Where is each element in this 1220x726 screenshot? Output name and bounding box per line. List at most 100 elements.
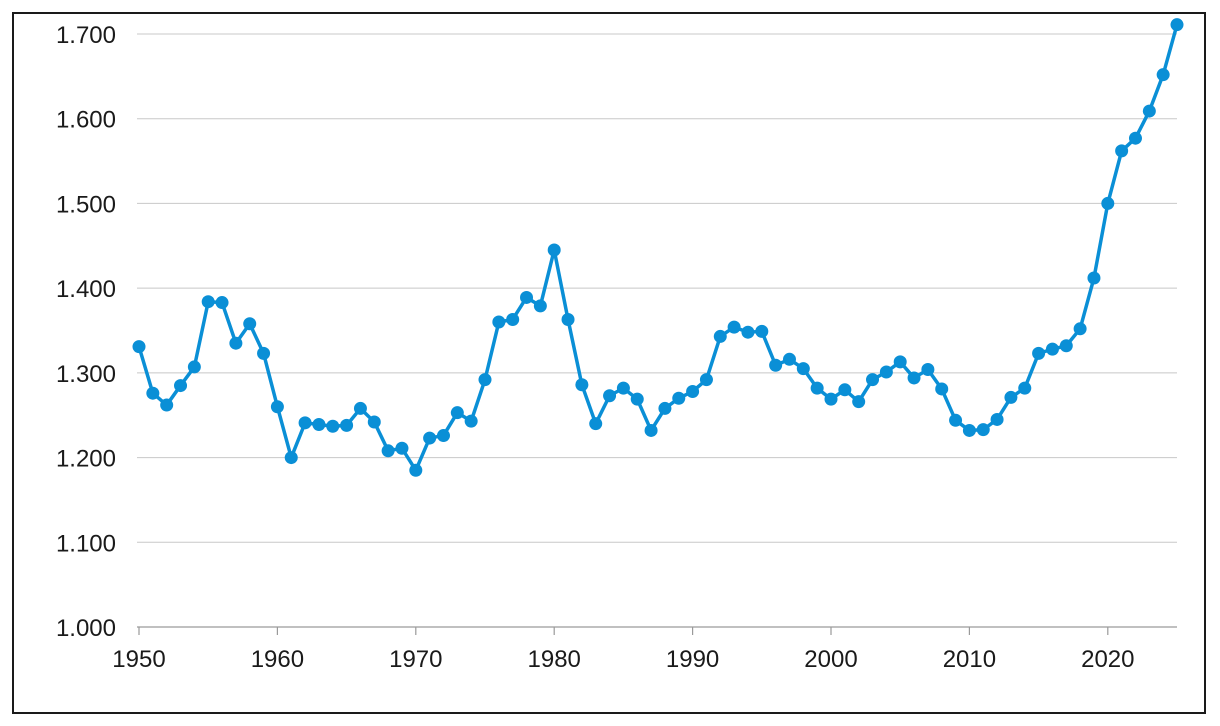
data-point-1952 [160,398,174,412]
data-point-1993 [727,320,741,334]
data-point-2013 [1004,390,1018,404]
data-point-2024 [1156,68,1170,82]
data-point-2018 [1073,322,1087,336]
data-point-1978 [520,290,534,304]
data-point-1996 [769,358,783,372]
y-tick-label: 1.200 [56,446,116,473]
y-tick-label: 1.300 [56,361,116,388]
y-tick-label: 1.600 [56,107,116,134]
data-point-1967 [367,415,381,429]
data-point-1990 [686,384,700,398]
data-point-1972 [436,429,450,443]
data-point-2004 [879,365,893,379]
data-point-1989 [672,391,686,405]
data-point-1971 [423,431,437,445]
data-point-2009 [949,413,963,427]
data-point-2012 [990,412,1004,426]
y-tick-label: 1.400 [56,276,116,303]
x-tick-labels: 1950 1960 1970 1980 1990 2000 2010 2020 [112,646,1134,673]
data-point-2007 [921,362,935,376]
data-point-1966 [353,401,367,415]
data-point-2001 [838,383,852,397]
data-point-2020 [1101,196,1115,210]
data-point-2006 [907,371,921,385]
data-point-1984 [603,389,617,403]
data-point-2023 [1142,104,1156,118]
chart-frame: 1.000 1.100 1.200 1.300 1.400 1.500 1.600 1.700… [12,12,1206,714]
data-point-1979 [533,299,547,313]
data-point-1954 [187,360,201,374]
data-point-1981 [561,312,575,326]
data-point-1985 [616,381,630,395]
data-point-1991 [699,373,713,387]
y-tick-label: 1.100 [56,530,116,557]
data-point-1958 [243,317,257,331]
data-point-1955 [201,295,215,309]
x-tick-label: 2020 [1081,646,1134,673]
x-tick-label: 1980 [528,646,581,673]
gridlines [137,33,1177,635]
data-point-1976 [492,315,506,329]
data-point-1951 [146,386,160,400]
data-point-2008 [935,382,949,396]
data-point-2000 [824,392,838,406]
data-point-1964 [326,419,340,433]
data-point-1987 [644,423,658,437]
data-point-2021 [1115,144,1129,158]
data-point-1957 [229,336,243,350]
data-point-1965 [340,418,354,432]
data-point-1973 [450,406,464,420]
data-point-2003 [866,373,880,387]
data-point-2017 [1059,339,1073,353]
data-point-1961 [284,451,298,465]
data-point-1983 [589,417,603,431]
x-tick-label: 2000 [804,646,857,673]
data-point-1977 [506,312,520,326]
data-point-2016 [1045,342,1059,356]
data-point-2022 [1128,131,1142,145]
data-point-1962 [298,416,312,430]
data-point-1999 [810,381,824,395]
data-point-2019 [1087,271,1101,285]
data-point-2014 [1018,381,1032,395]
data-point-2015 [1032,346,1046,360]
x-tick-label: 1960 [251,646,304,673]
data-point-1960 [270,400,284,414]
data-point-1968 [381,444,395,458]
data-point-2002 [852,395,866,409]
data-points [132,18,1184,477]
data-point-1988 [658,401,672,415]
data-point-1995 [755,324,769,338]
series-line [137,22,1179,473]
data-point-1956 [215,296,229,310]
data-point-2025 [1170,18,1184,32]
y-tick-labels: 1.000 1.100 1.200 1.300 1.400 1.500 1.600 1.700 [56,22,116,642]
data-point-1975 [478,373,492,387]
data-point-2010 [962,423,976,437]
data-point-2005 [893,355,907,369]
data-point-1969 [395,441,409,455]
x-tick-label: 1970 [389,646,442,673]
data-point-1963 [312,418,326,432]
series [137,22,1179,473]
data-point-1998 [796,362,810,376]
y-tick-label: 1.000 [56,615,116,642]
x-tick-label: 1990 [666,646,719,673]
y-tick-label: 1.700 [56,22,116,49]
data-point-1982 [575,378,589,392]
data-point-1950 [132,340,146,354]
data-point-1953 [174,379,188,393]
x-tick-label: 2010 [943,646,996,673]
data-point-1992 [713,329,727,343]
data-point-1986 [630,392,644,406]
line-chart: 1.000 1.100 1.200 1.300 1.400 1.500 1.600 1.700… [56,18,1184,673]
data-point-1997 [782,352,796,366]
x-tick-label: 1950 [112,646,165,673]
y-tick-label: 1.500 [56,191,116,218]
data-point-1974 [464,414,478,428]
data-point-1994 [741,325,755,339]
data-point-1959 [257,346,271,360]
data-point-1970 [409,463,423,477]
data-point-1980 [547,243,561,257]
data-point-2011 [976,423,990,437]
